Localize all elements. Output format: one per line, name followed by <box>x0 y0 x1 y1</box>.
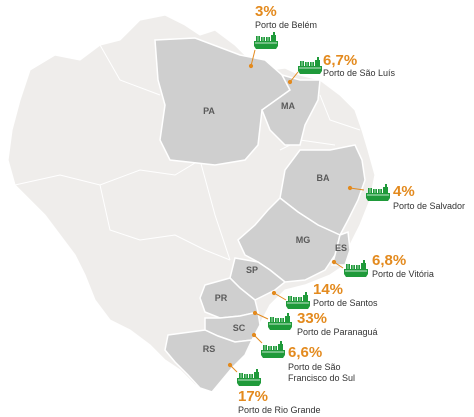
port-santos-name: Porto de Santos <box>313 298 378 308</box>
port-sao-francisco-percent: 6,6% <box>288 344 323 361</box>
state-label-mg: MG <box>296 235 311 245</box>
port-santos-percent: 14% <box>313 281 344 298</box>
port-paranagua-name: Porto de Paranaguá <box>297 327 378 337</box>
state-ma <box>261 73 321 146</box>
port-belem-percent: 3% <box>255 3 277 20</box>
port-vitoria-name: Porto de Vitória <box>372 269 434 279</box>
state-label-es: ES <box>335 243 347 253</box>
state-es <box>330 230 351 266</box>
port-vitoria-percent: 6,8% <box>372 252 407 269</box>
state-label-ma: MA <box>281 101 295 111</box>
port-rio-grande-name: Porto de Rio Grande <box>238 405 321 415</box>
cargo-ship-icon <box>285 291 311 310</box>
port-sao-francisco-name-line2: Francisco do Sul <box>288 373 356 383</box>
state-label-pa: PA <box>203 106 215 116</box>
state-label-rs: RS <box>203 344 216 354</box>
port-belem-name: Porto de Belém <box>255 20 318 30</box>
state-rs <box>164 329 254 393</box>
state-label-sc: SC <box>233 323 246 333</box>
state-label-sp: SP <box>246 265 258 275</box>
cargo-ship-icon <box>236 368 262 387</box>
cargo-ship-icon <box>343 259 369 278</box>
state-label-ba: BA <box>317 173 330 183</box>
cargo-ship-icon <box>297 56 323 75</box>
port-salvador-percent: 4% <box>393 183 415 200</box>
state-label-pr: PR <box>215 293 228 303</box>
port-salvador-name: Porto de Salvador <box>393 201 466 211</box>
port-sao-luis-name: Porto de São Luís <box>323 68 396 78</box>
port-paranagua-percent: 33% <box>297 310 328 327</box>
port-sao-francisco-name-line1: Porto de São <box>288 362 341 372</box>
cargo-ship-icon <box>253 31 279 50</box>
port-sao-luis-percent: 6,7% <box>323 52 358 69</box>
state-pa <box>154 37 291 166</box>
port-rio-grande-percent: 17% <box>238 388 269 405</box>
cargo-ship-icon <box>260 340 286 359</box>
cargo-ship-icon <box>267 312 293 331</box>
